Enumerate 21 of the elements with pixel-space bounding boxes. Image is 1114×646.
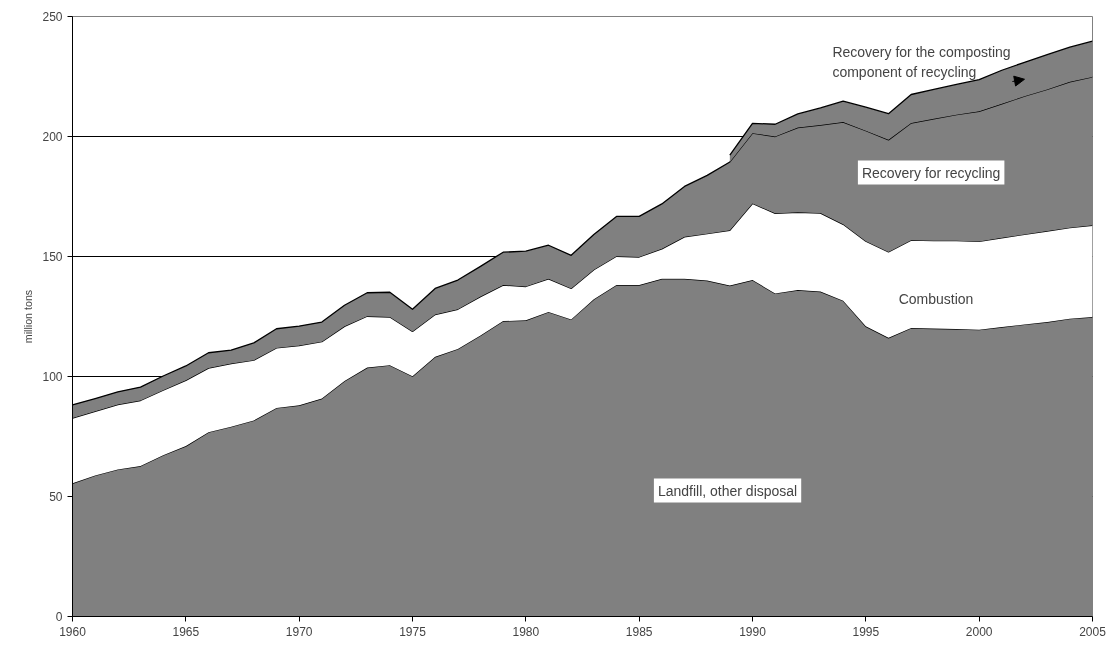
x-tick-label: 1985 bbox=[625, 624, 653, 639]
x-tick-label: 2005 bbox=[1079, 624, 1107, 639]
x-tick-label: 1960 bbox=[59, 624, 87, 639]
series-label: Landfill, other disposal bbox=[657, 482, 798, 499]
y-axis-title: million tons bbox=[22, 289, 35, 344]
x-tick-label: 1965 bbox=[172, 624, 200, 639]
series-label: Recovery for recycling bbox=[861, 164, 1001, 181]
y-tick-label: 200 bbox=[42, 130, 63, 144]
x-tick-label: 1980 bbox=[512, 624, 540, 639]
y-tick-label: 250 bbox=[42, 10, 63, 24]
x-tick-label: 1990 bbox=[739, 624, 767, 639]
x-tick-label: 1970 bbox=[285, 624, 313, 639]
x-tick-label: 1975 bbox=[399, 624, 427, 639]
y-tick-label: 50 bbox=[49, 490, 63, 504]
x-tick-label: 1995 bbox=[852, 624, 880, 639]
x-tick-label: 2000 bbox=[965, 624, 993, 639]
series-label: Recovery for the composting component of recycling bbox=[832, 43, 1011, 80]
y-tick-label: 100 bbox=[42, 370, 63, 384]
series-label: Combustion bbox=[898, 290, 974, 307]
y-tick-label: 150 bbox=[42, 250, 63, 264]
y-tick-label: 0 bbox=[55, 610, 63, 624]
